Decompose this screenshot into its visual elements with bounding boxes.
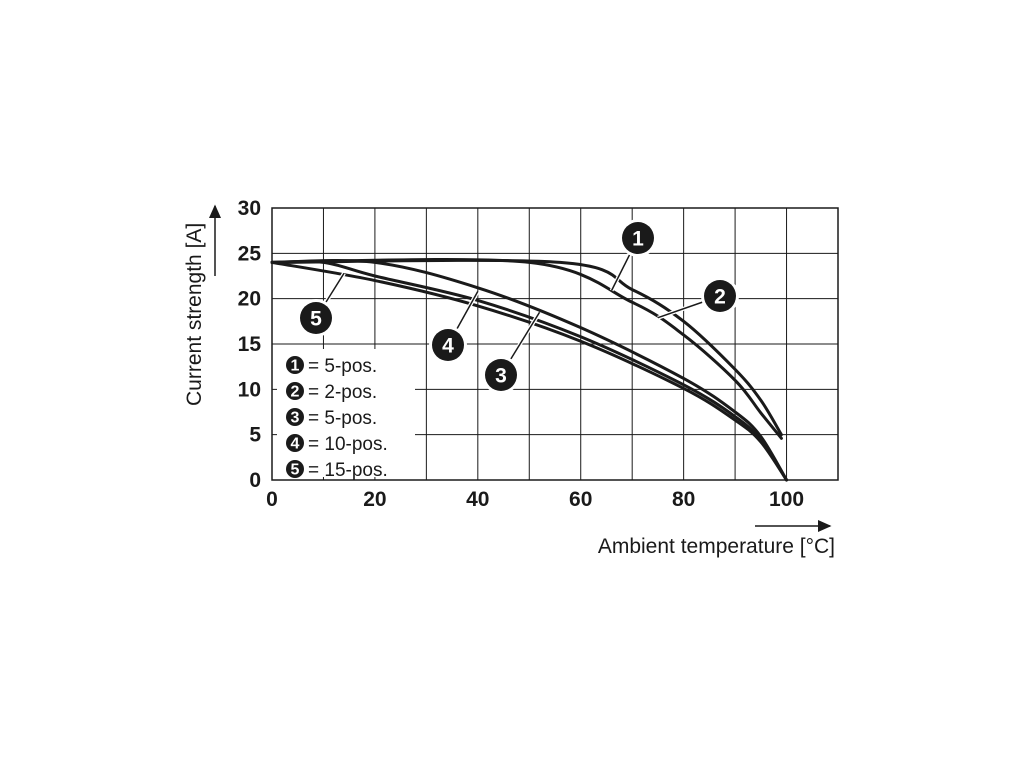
- callout-number: 5: [310, 308, 322, 331]
- x-tick-label: 40: [466, 488, 489, 511]
- series-lines: [270, 257, 789, 482]
- legend-marker: [286, 434, 304, 452]
- x-axis-label: Ambient temperature [°C]: [598, 535, 835, 558]
- callout-leader: [657, 300, 705, 319]
- x-tick-labels: 0 20 40 60 80 100: [266, 488, 804, 511]
- legend-label: = 10-pos.: [308, 434, 388, 455]
- callout-marker: [432, 329, 464, 361]
- series-line-4: [270, 259, 789, 482]
- y-tick-label: 20: [238, 288, 261, 311]
- callout-leader: [455, 291, 479, 331]
- callout-leader: [610, 252, 632, 291]
- legend-marker: [286, 460, 304, 478]
- legend-label: = 15-pos.: [308, 460, 388, 481]
- callout-leader: [509, 311, 541, 361]
- x-tick-label: 60: [569, 488, 592, 511]
- legend-label: = 5-pos.: [308, 356, 377, 377]
- series-callouts: 1 2 3 4 5: [297, 219, 739, 394]
- callout-number: 1: [632, 228, 644, 251]
- callout-leader: [324, 272, 345, 304]
- callout-number: 4: [442, 335, 454, 358]
- legend: 1 = 5-pos. 2 = 2-pos. 3 = 5-pos. 4 = 10-pos. 5 = …: [277, 349, 415, 481]
- x-tick-label: 100: [769, 488, 804, 511]
- legend-marker: [286, 382, 304, 400]
- x-tick-label: 20: [363, 488, 386, 511]
- legend-marker-number: 4: [291, 436, 300, 453]
- legend-label: = 5-pos.: [308, 408, 377, 429]
- y-tick-labels: 0 5 10 15 20 25 30: [238, 197, 262, 492]
- legend-marker-number: 5: [291, 462, 300, 479]
- callout-number: 2: [714, 286, 726, 309]
- x-tick-label: 0: [266, 488, 278, 511]
- series-line-3: [270, 259, 789, 482]
- legend-label: = 2-pos.: [308, 382, 377, 403]
- legend-marker: [286, 408, 304, 426]
- callout-marker: [622, 222, 654, 254]
- plot-frame: [271, 207, 839, 481]
- callout-marker: [704, 280, 736, 312]
- x-tick-label: 80: [672, 488, 695, 511]
- callout-number: 3: [495, 365, 507, 388]
- callout-marker: [300, 302, 332, 334]
- plot-border: [271, 207, 839, 481]
- y-tick-label: 5: [249, 424, 261, 447]
- y-axis-label: Current strength [A]: [183, 223, 206, 406]
- legend-marker-number: 3: [291, 410, 300, 427]
- y-tick-label: 25: [238, 242, 262, 265]
- y-tick-label: 30: [238, 197, 261, 220]
- legend-marker-number: 1: [291, 358, 300, 375]
- series-line-5: [270, 260, 789, 482]
- y-tick-label: 0: [249, 469, 261, 492]
- legend-marker: [286, 356, 304, 374]
- y-tick-label: 10: [238, 378, 261, 401]
- y-tick-label: 15: [238, 333, 262, 356]
- legend-marker-number: 2: [291, 384, 300, 401]
- callout-marker: [485, 359, 517, 391]
